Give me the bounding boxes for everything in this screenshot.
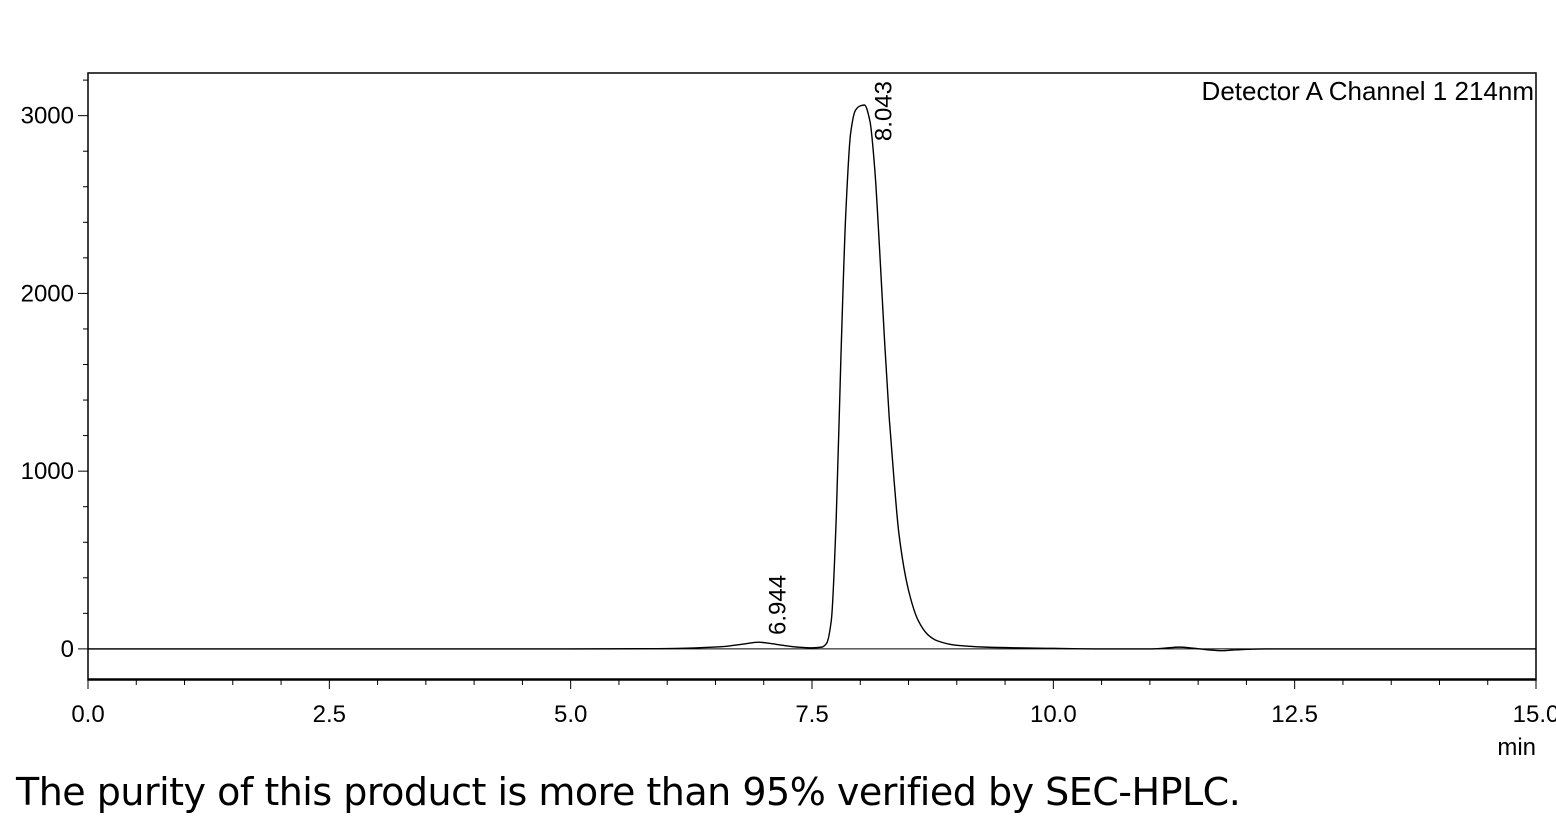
y-tick-label: 0 bbox=[61, 636, 74, 663]
detector-legend: Detector A Channel 1 214nm bbox=[1202, 76, 1534, 106]
plot-frame bbox=[87, 72, 1537, 681]
peak-labels: 6.944 8.043 bbox=[764, 81, 897, 635]
x-tick-label: 2.5 bbox=[313, 701, 346, 728]
x-axis: 0.0 2.5 5.0 7.5 10.0 12.5 15.0 bbox=[71, 679, 1556, 728]
y-tick-label: 2000 bbox=[21, 280, 74, 307]
peak-label: 6.944 bbox=[764, 575, 791, 635]
chromatogram-chart: 0 1000 2000 3000 0.0 2.5 5.0 7.5 10.0 12.5 15.0 6… bbox=[21, 72, 1556, 761]
x-tick-label: 15.0 bbox=[1513, 701, 1556, 728]
y-axis: 0 1000 2000 3000 bbox=[21, 79, 88, 663]
x-tick-label: 12.5 bbox=[1271, 701, 1318, 728]
x-tick-label: 5.0 bbox=[554, 701, 587, 728]
x-axis-unit: min bbox=[1497, 734, 1536, 761]
x-tick-label: 10.0 bbox=[1030, 701, 1077, 728]
y-tick-label: 3000 bbox=[21, 103, 74, 130]
y-tick-label: 1000 bbox=[21, 458, 74, 485]
purity-caption: The purity of this product is more than … bbox=[16, 770, 1241, 814]
signal-trace bbox=[88, 104, 1536, 652]
x-tick-label: 0.0 bbox=[71, 701, 104, 728]
x-tick-label: 7.5 bbox=[795, 701, 828, 728]
peak-label: 8.043 bbox=[870, 81, 897, 141]
